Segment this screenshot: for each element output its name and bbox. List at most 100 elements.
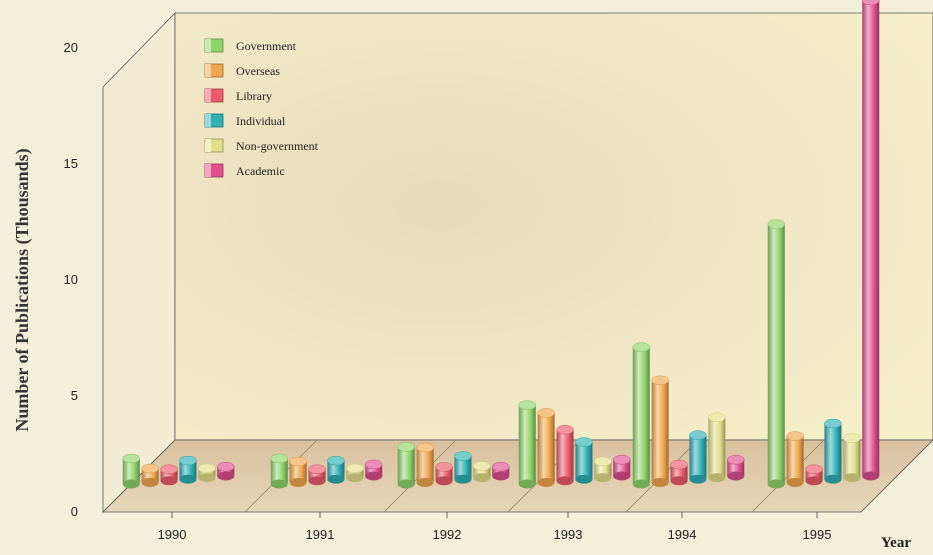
bar-body [767, 224, 785, 484]
bar-body [289, 461, 307, 483]
bar-body [473, 466, 491, 478]
bar-overseas-1995 [786, 431, 804, 487]
bar-base [217, 471, 235, 481]
bar-base [594, 473, 612, 483]
bar-base [632, 479, 650, 489]
bar-body [786, 436, 804, 483]
bar-body [632, 347, 650, 484]
bar-base [122, 479, 140, 489]
bar-individual-1994 [689, 430, 707, 484]
bar-top [594, 456, 612, 467]
bar-base [843, 473, 861, 483]
bar-individual-1995 [824, 418, 842, 484]
y-tick-label: 0 [71, 504, 78, 519]
legend-swatch-highlight [205, 114, 211, 127]
bar-top [217, 461, 235, 472]
y-tick-label: 15 [64, 156, 78, 171]
bar-library-1992 [435, 462, 453, 486]
bar-base [365, 471, 383, 481]
x-tick-label: 1992 [433, 527, 462, 542]
bar-top [670, 459, 688, 470]
bar-top [308, 464, 326, 474]
bar-non-government-1994 [708, 412, 726, 483]
bar-top [416, 442, 434, 453]
legend-item: Government [204, 38, 297, 53]
bar-base [651, 477, 669, 487]
back-wall [174, 12, 933, 441]
bar-top [122, 453, 140, 464]
bar-body [651, 380, 669, 483]
bar-base [327, 474, 345, 484]
bar-top [708, 412, 726, 423]
bar-overseas-1990 [141, 463, 159, 487]
bar-body [327, 460, 345, 480]
legend-label: Overseas [236, 64, 280, 78]
bar-base [805, 476, 823, 486]
bar-base [198, 473, 216, 483]
legend-label: Individual [236, 114, 286, 128]
bar-base [308, 476, 326, 486]
legend-item: Academic [204, 163, 285, 178]
x-tick-label: 1993 [554, 527, 583, 542]
bar-body [843, 438, 861, 478]
bar-body [556, 429, 574, 481]
bar-body [708, 417, 726, 478]
bar-top [651, 375, 669, 386]
legend-item: Individual [204, 113, 286, 128]
bar-body [824, 423, 842, 480]
bar-overseas-1991 [289, 456, 307, 487]
bar-top [435, 462, 453, 472]
bar-top [556, 425, 574, 435]
bar-top [518, 400, 536, 410]
bar-body [575, 442, 593, 480]
bar-top [141, 463, 159, 474]
bar-top [805, 464, 823, 474]
bar-base [862, 471, 880, 481]
bars [122, 0, 880, 489]
bar-top [689, 430, 707, 440]
bar-overseas-1994 [651, 375, 669, 487]
bar-body [365, 464, 383, 476]
bar-base [270, 479, 288, 489]
bar-academic-1990 [217, 461, 235, 481]
bar-top [727, 455, 745, 465]
bar-base [689, 474, 707, 484]
bar-top [824, 418, 842, 429]
bar-individual-1993 [575, 437, 593, 484]
bar-body [805, 469, 823, 481]
bar-base [141, 477, 159, 487]
bar-non-government-1990 [198, 463, 216, 483]
bar-base [727, 471, 745, 481]
bar-base [346, 473, 364, 483]
bar-body [689, 435, 707, 480]
floor [102, 439, 933, 513]
bar-library-1994 [670, 459, 688, 486]
bar-top [179, 455, 197, 466]
bar-top [365, 459, 383, 470]
x-axis-label: Year [881, 535, 911, 551]
bar-base [473, 473, 491, 483]
legend: Government Overseas Library Individual Non-g… [204, 38, 319, 178]
bar-top [843, 433, 861, 443]
bar-body [270, 458, 288, 484]
bar-library-1991 [308, 464, 326, 486]
legend-swatch-highlight [205, 89, 211, 102]
bar-top [613, 455, 631, 465]
bar-base [397, 479, 415, 489]
bar-non-government-1992 [473, 461, 491, 483]
bar-government-1990 [122, 453, 140, 489]
y-tick-label: 20 [64, 40, 78, 55]
y-axis-label: Number of Publications (Thousands) [12, 148, 33, 431]
bar-non-government-1995 [843, 433, 861, 483]
bar-top [786, 431, 804, 441]
bar-top [397, 442, 415, 452]
x-tick-label: 1991 [306, 527, 335, 542]
bar-base [537, 477, 555, 487]
bar-body [862, 0, 880, 477]
bar-body [397, 446, 415, 484]
x-axis: 1990 1991 1992 1993 1994 1995 [158, 512, 831, 542]
bar-body [416, 447, 434, 483]
bar-base [708, 473, 726, 483]
bar-government-1991 [270, 453, 288, 489]
